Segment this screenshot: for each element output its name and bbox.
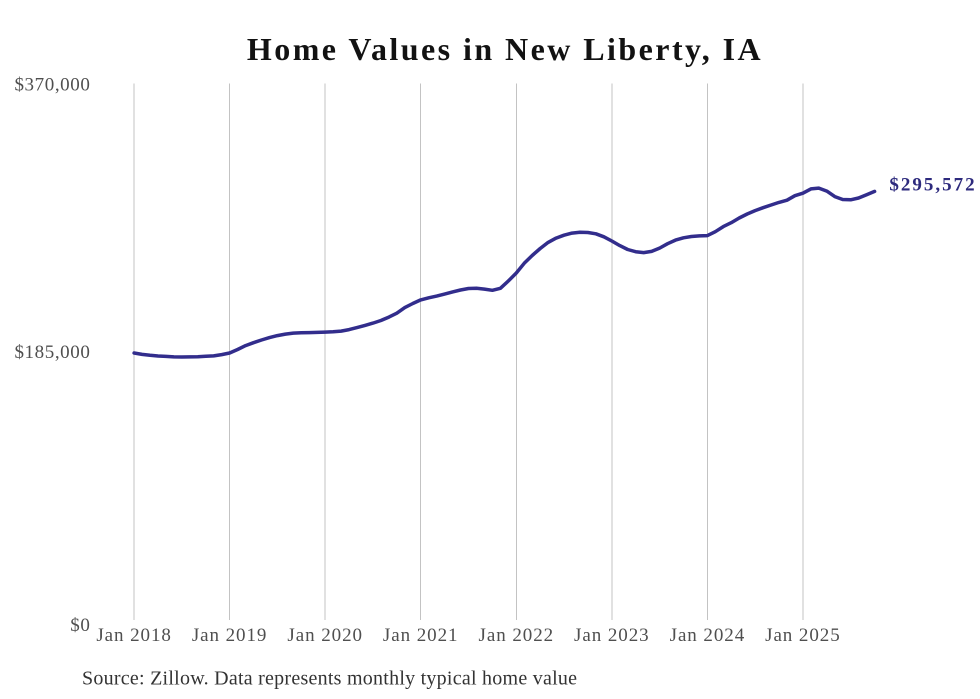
svg-text:Source: Zillow. Data represent: Source: Zillow. Data represents monthly … (82, 668, 577, 690)
svg-text:Jan 2020: Jan 2020 (287, 625, 363, 646)
svg-text:Jan 2025: Jan 2025 (765, 625, 841, 646)
svg-text:Jan 2022: Jan 2022 (479, 625, 555, 646)
svg-text:Jan 2024: Jan 2024 (670, 625, 746, 646)
svg-text:Jan 2021: Jan 2021 (383, 625, 459, 646)
svg-text:Jan 2018: Jan 2018 (96, 625, 172, 646)
svg-text:$185,000: $185,000 (14, 342, 90, 363)
svg-text:Jan 2023: Jan 2023 (574, 625, 650, 646)
svg-text:$295,572: $295,572 (889, 175, 976, 196)
svg-text:$370,000: $370,000 (14, 74, 90, 95)
svg-text:Home Values in New Liberty, IA: Home Values in New Liberty, IA (247, 31, 763, 67)
svg-text:Jan 2019: Jan 2019 (192, 625, 268, 646)
svg-text:$0: $0 (70, 615, 90, 636)
